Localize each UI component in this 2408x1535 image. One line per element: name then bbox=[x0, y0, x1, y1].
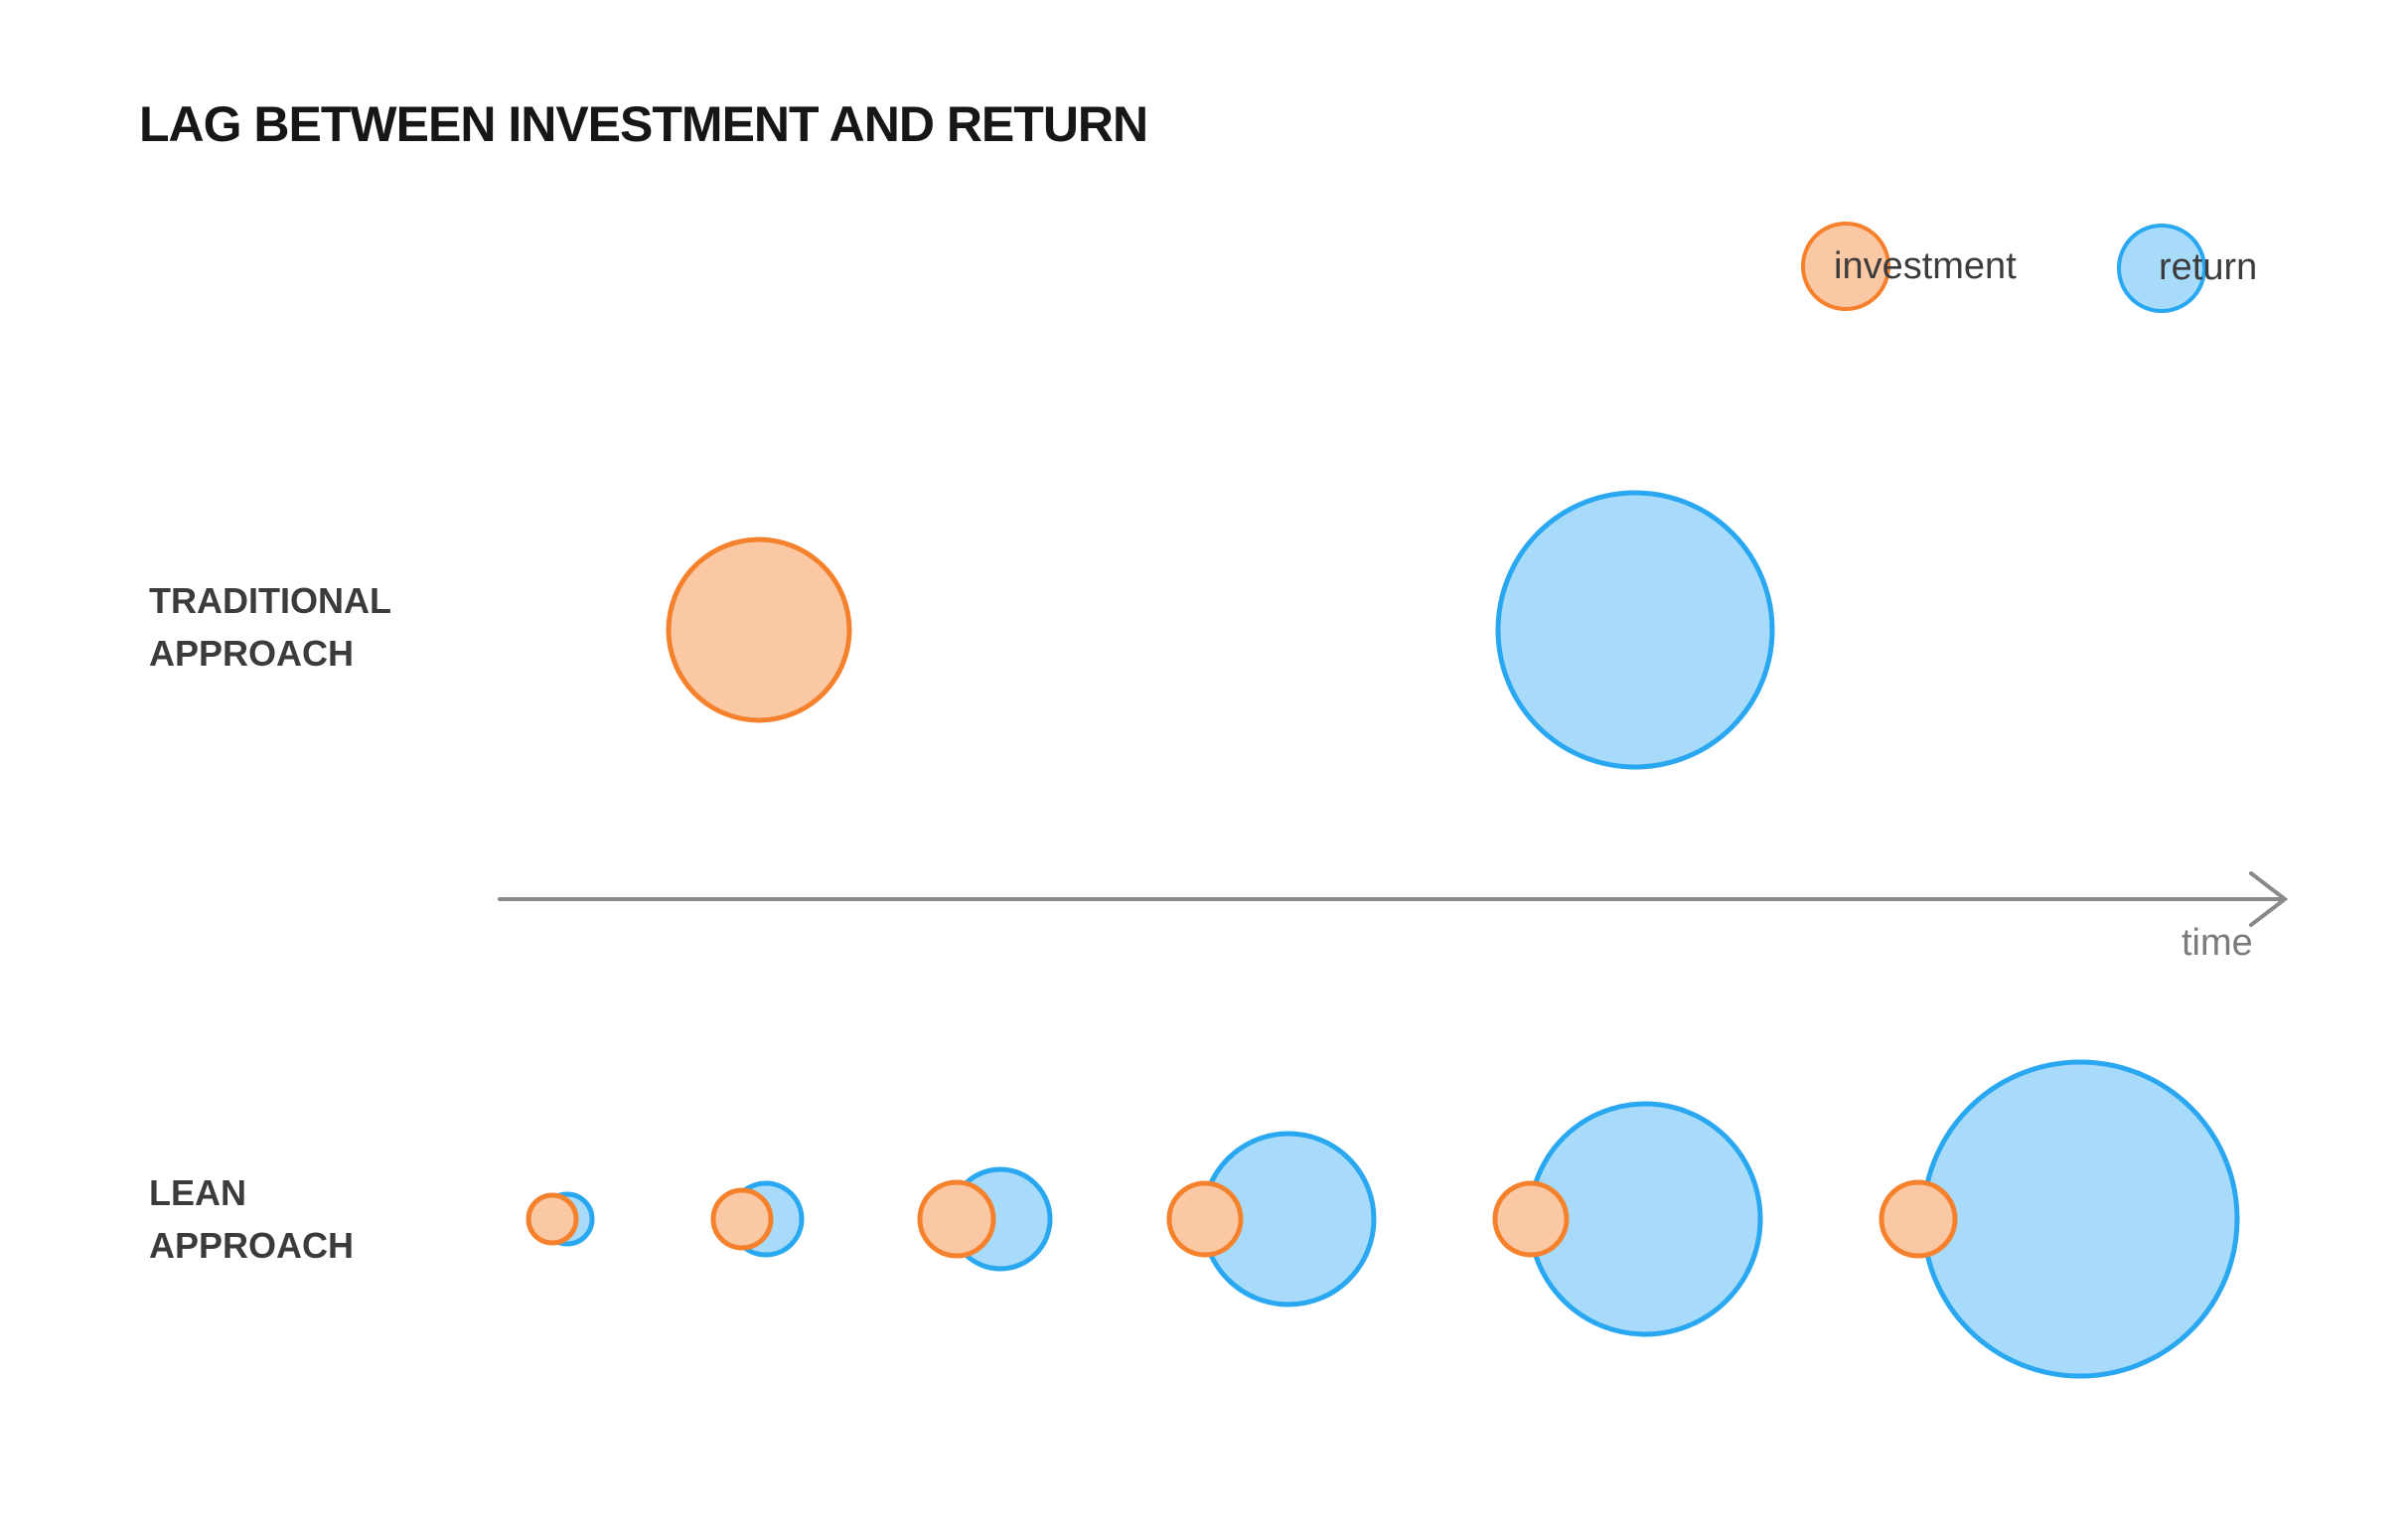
bubble-layer bbox=[526, 490, 2240, 1379]
page-title: LAG BETWEEN INVESTMENT AND RETURN bbox=[139, 96, 1148, 152]
time-axis-label: time bbox=[2182, 922, 2253, 964]
investment-legend-circle-icon bbox=[1801, 222, 1890, 311]
row-label-lean-line1: LEAN bbox=[149, 1172, 246, 1213]
lean-investment-6-circle bbox=[1879, 1179, 1958, 1259]
lean-investment-5-circle bbox=[1492, 1180, 1570, 1258]
lean-investment-3-circle bbox=[917, 1179, 996, 1259]
return-legend-label: return bbox=[2159, 246, 2258, 288]
investment-legend-label: investment bbox=[1834, 245, 2017, 287]
row-label-traditional-line1: TRADITIONAL bbox=[149, 580, 391, 621]
return-legend-circle-icon bbox=[2117, 224, 2206, 313]
row-label-lean-line2: APPROACH bbox=[149, 1225, 355, 1266]
lean-return-6-circle bbox=[1920, 1059, 2240, 1379]
row-label-traditional: TRADITIONAL APPROACH bbox=[149, 574, 391, 680]
traditional-return-circle bbox=[1495, 490, 1775, 770]
lean-investment-2-circle bbox=[710, 1187, 774, 1251]
traditional-investment-circle bbox=[666, 537, 852, 723]
row-label-traditional-line2: APPROACH bbox=[149, 633, 355, 674]
time-axis-arrowhead-icon bbox=[2249, 871, 2289, 927]
row-label-lean: LEAN APPROACH bbox=[149, 1166, 354, 1272]
lean-investment-1-circle bbox=[526, 1192, 579, 1246]
lean-investment-4-circle bbox=[1166, 1180, 1244, 1258]
